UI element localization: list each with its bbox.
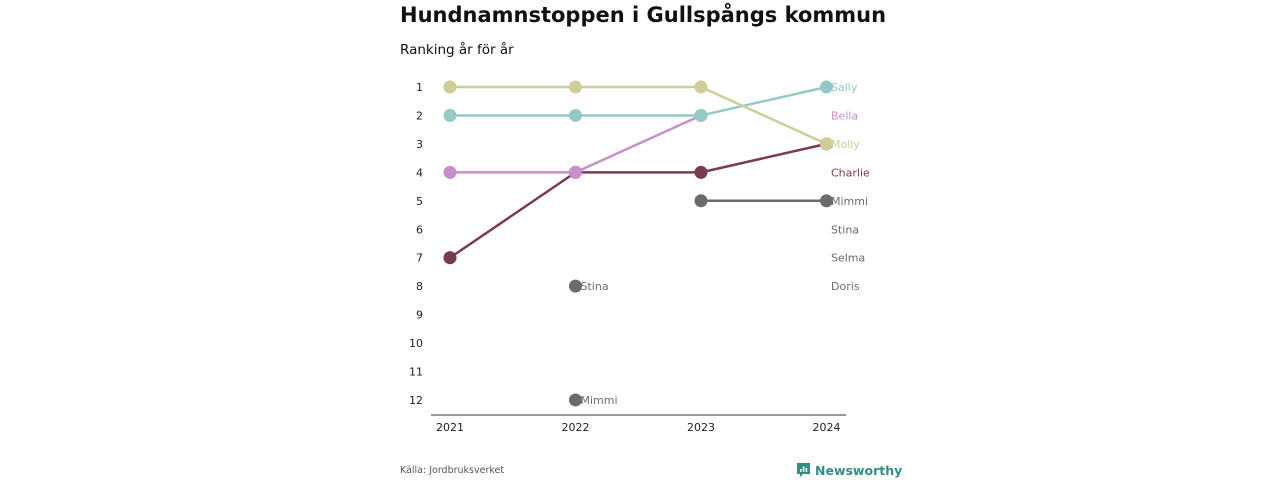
end-label: Mimmi <box>831 195 868 208</box>
series-point-molly <box>694 80 708 94</box>
y-tick-label: 9 <box>416 309 423 322</box>
series-line-bella <box>448 114 703 174</box>
y-tick-label: 5 <box>416 195 423 208</box>
series-point-molly <box>820 137 833 151</box>
series-line-sally <box>448 85 828 117</box>
series-point-molly <box>569 80 582 94</box>
point-label: Stina <box>581 280 609 293</box>
y-tick-label: 6 <box>416 223 423 236</box>
y-tick-label: 7 <box>416 252 423 265</box>
end-label: Bella <box>831 109 858 122</box>
end-label: Charlie <box>831 166 870 179</box>
series-point-sally <box>569 108 582 122</box>
y-tick-label: 2 <box>416 109 423 122</box>
series-point-mimmi <box>820 194 833 208</box>
y-tick-label: 11 <box>409 366 423 379</box>
chart-subtitle: Ranking år för år <box>400 42 514 58</box>
x-tick-label: 2022 <box>562 421 590 434</box>
end-label: Stina <box>831 223 859 236</box>
x-tick-label: 2024 <box>813 421 841 434</box>
series-point-sally <box>820 80 833 94</box>
series-point-sally <box>443 108 457 122</box>
point-label: Mimmi <box>581 394 618 407</box>
y-tick-label: 12 <box>409 394 423 407</box>
series-point-bella <box>569 165 582 179</box>
x-tick-label: 2021 <box>436 421 464 434</box>
series-line-molly <box>448 85 828 146</box>
series-point-charlie <box>694 165 708 179</box>
source-note: Källa: Jordbruksverket <box>400 465 505 476</box>
y-tick-label: 1 <box>416 81 423 94</box>
y-tick-label: 3 <box>416 138 423 151</box>
series-point-mimmi <box>569 393 582 407</box>
series-line-charlie <box>448 142 828 259</box>
x-tick-label: 2023 <box>687 421 715 434</box>
end-label: Selma <box>831 252 865 265</box>
brand-name: Newsworthy <box>815 462 903 478</box>
series-point-stina <box>569 279 582 293</box>
y-tick-label: 8 <box>416 280 423 293</box>
series-point-bella <box>443 165 457 179</box>
series-point-sally <box>694 108 708 122</box>
end-label: Molly <box>831 138 860 151</box>
newsworthy-icon <box>797 463 810 477</box>
end-label: Sally <box>831 81 858 94</box>
y-tick-label: 10 <box>409 337 423 350</box>
series-point-mimmi <box>694 194 708 208</box>
chart-title: Hundnamnstoppen i Gullspångs kommun <box>400 3 887 27</box>
series-point-charlie <box>443 251 457 265</box>
y-tick-label: 4 <box>416 166 423 179</box>
end-label: Doris <box>831 280 860 293</box>
series-point-molly <box>443 80 457 94</box>
brand-logo: Newsworthy <box>796 462 902 478</box>
